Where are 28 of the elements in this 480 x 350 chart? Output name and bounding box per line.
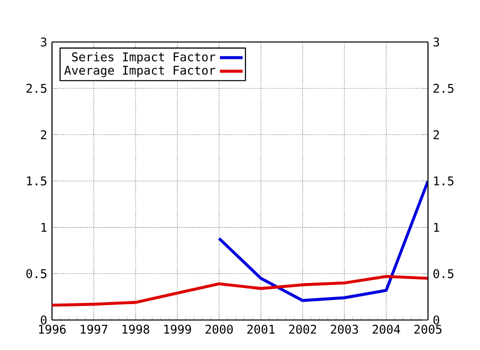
legend-label: Series Impact Factor [72, 52, 216, 64]
legend-label: Average Impact Factor [64, 66, 216, 78]
x-tick-label: 1999 [164, 324, 191, 334]
x-tick-label: 2004 [372, 324, 400, 334]
y-tick-label: 1 [42, 222, 46, 232]
x-tick-label: 2002 [289, 324, 316, 334]
y-tick-label: 2 [40, 130, 46, 140]
y-tick-label: 2.5 [26, 84, 46, 93]
x-tick-label: 1998 [122, 324, 150, 334]
x-tick-label: 2003 [330, 324, 358, 334]
x-tick-label: 2001 [247, 324, 275, 334]
y-tick-label: 1.5 [27, 176, 46, 186]
x-tick-label: 2005 [414, 324, 442, 334]
x-tick-label: 2000 [206, 324, 233, 334]
y2-tick-label: 2.5 [434, 84, 454, 93]
x-tick-label: 1997 [80, 324, 108, 334]
x-tick-label: 1996 [39, 324, 66, 334]
y2-tick-label: 3 [433, 37, 440, 47]
y2-tick-label: 2 [434, 130, 439, 140]
y2-tick-label: 0.5 [433, 269, 454, 278]
y-tick-label: 0.5 [26, 269, 46, 278]
y-tick-label: 3 [40, 37, 46, 47]
y-tick-label: 0 [40, 315, 47, 325]
y2-tick-label: 0 [433, 315, 440, 325]
y2-tick-label: 1 [434, 222, 440, 232]
y2-tick-label: 1.5 [434, 176, 454, 186]
line-series [52, 274, 428, 307]
line-series [218, 180, 428, 302]
